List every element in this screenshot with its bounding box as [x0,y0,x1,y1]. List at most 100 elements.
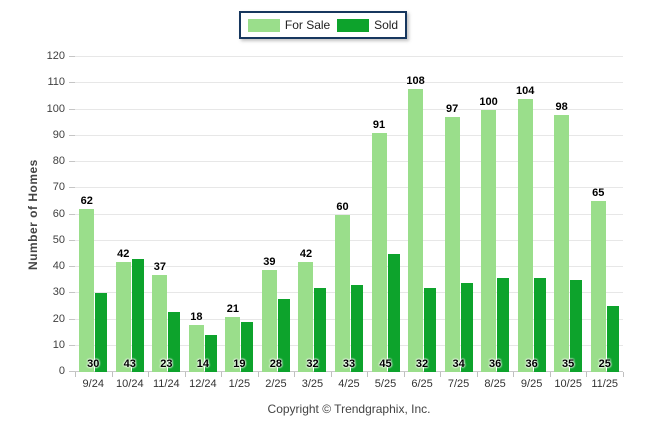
sold-bar [350,285,363,372]
sold-bar [533,277,546,372]
for-sale-value-label: 39 [263,255,276,268]
sold-value-label: 23 [160,358,173,370]
plot-area: 62 30 42 43 37 23 18 14 21 19 39 28 42 32 60 33 91 45 108 3… [75,56,624,377]
bar-group: 18 14 [185,57,222,372]
for-sale-value-label: 100 [479,95,498,108]
y-tick-mark [69,266,75,267]
for-sale-bar: 21 [225,303,241,372]
bar-group: 97 34 [440,57,477,372]
legend-item-for-sale: For Sale [247,18,331,32]
bar-pair: 42 43 [115,248,144,372]
for-sale-value-label: 97 [445,103,459,116]
sold-bar [606,306,619,372]
y-tick-mark [69,161,75,162]
sold-value-label: 36 [488,358,502,370]
sold-bar [460,282,473,372]
bar-pair: 62 30 [79,195,108,372]
bar-group: 104 36 [513,57,550,372]
sold-bar [131,259,144,372]
bar-group: 100 36 [477,57,514,372]
sold-value-label: 30 [87,358,100,370]
bar-group: 39 28 [258,57,295,372]
copyright-text: Copyright © Trendgraphix, Inc. [267,402,431,416]
gridline [75,134,623,136]
x-tick-mark [75,372,76,377]
bar-pair: 60 33 [334,201,363,372]
for-sale-bar: 97 [444,103,460,372]
bar-pair: 65 25 [590,187,619,372]
x-tick-mark [221,372,223,377]
gridline [75,161,623,162]
y-tick-mark [69,56,75,57]
bar-pair: 91 45 [371,119,400,372]
x-axis-label: 10/25 [554,378,582,390]
for-sale-bar: 60 [334,201,350,372]
y-tick-mark [69,187,75,189]
y-tick-mark [69,344,75,346]
sold-bar [168,311,181,372]
sold-value-label: 45 [379,358,392,370]
bar-group: 42 32 [294,57,331,372]
y-tick-label: 30 [52,286,65,299]
x-tick-mark [367,372,369,377]
for-sale-value-label: 37 [153,260,166,273]
sold-value-label: 32 [415,358,429,370]
gridline [75,56,623,57]
sold-value-label: 14 [196,358,209,370]
legend-label-for-sale: For Sale [284,18,331,32]
gridline [75,187,623,189]
y-tick-label: 20 [52,312,65,325]
x-axis-label: 12/24 [189,378,217,390]
x-axis-label: 3/25 [301,378,324,390]
sold-value-label: 43 [123,358,136,370]
sold-value-label: 33 [342,358,356,370]
sold-bar [204,335,217,372]
for-sale-value-label: 108 [406,74,425,87]
sold-bar [95,293,108,372]
x-tick-mark [294,372,296,377]
y-tick-label: 10 [52,338,65,351]
y-tick-mark [69,292,75,294]
for-sale-value-label: 65 [592,187,605,200]
bar-group: 91 45 [367,57,404,372]
x-axis-label: 11/25 [591,378,619,390]
bar-pair: 104 36 [516,85,546,372]
for-sale-bar: 91 [371,119,387,372]
legend-label-sold: Sold [374,18,399,32]
x-axis-label: 11/24 [152,378,180,390]
bar-pair: 42 32 [298,248,327,372]
for-sale-bar: 39 [261,256,277,372]
sold-value-label: 19 [233,358,246,370]
y-axis: 0 10 20 30 40 50 60 70 80 90 100 110 120 [0,50,75,377]
x-axis-label: 8/25 [484,378,506,390]
bar-group: 37 23 [148,57,185,372]
y-tick-label: 50 [52,233,65,246]
x-tick-mark [257,372,259,377]
x-tick-mark [513,372,515,377]
bar-pair: 98 35 [554,101,583,372]
gridline [75,108,623,110]
sold-bar [497,277,510,372]
for-sale-value-label: 104 [515,85,535,97]
y-tick-label: 80 [52,155,65,167]
y-tick-label: 70 [52,181,65,194]
sold-value-label: 25 [598,358,611,370]
sold-bar [277,298,290,372]
x-axis-label: 9/24 [82,378,104,390]
y-tick-label: 90 [52,128,65,141]
y-tick-mark [69,82,75,84]
y-tick-label: 100 [46,102,65,115]
y-tick-mark [69,318,75,320]
bar-pair: 108 32 [406,75,437,372]
for-sale-value-label: 42 [117,247,130,260]
y-tick-label: 110 [47,76,65,89]
y-tick-label: 60 [52,207,65,220]
x-tick-mark [586,372,588,377]
sold-value-label: 36 [525,358,538,370]
bar-group: 21 19 [221,57,258,372]
legend-item-sold: Sold [337,18,398,32]
bar-pair: 39 28 [261,256,290,372]
x-tick-mark [330,372,332,377]
bar-pair: 100 36 [479,96,510,372]
